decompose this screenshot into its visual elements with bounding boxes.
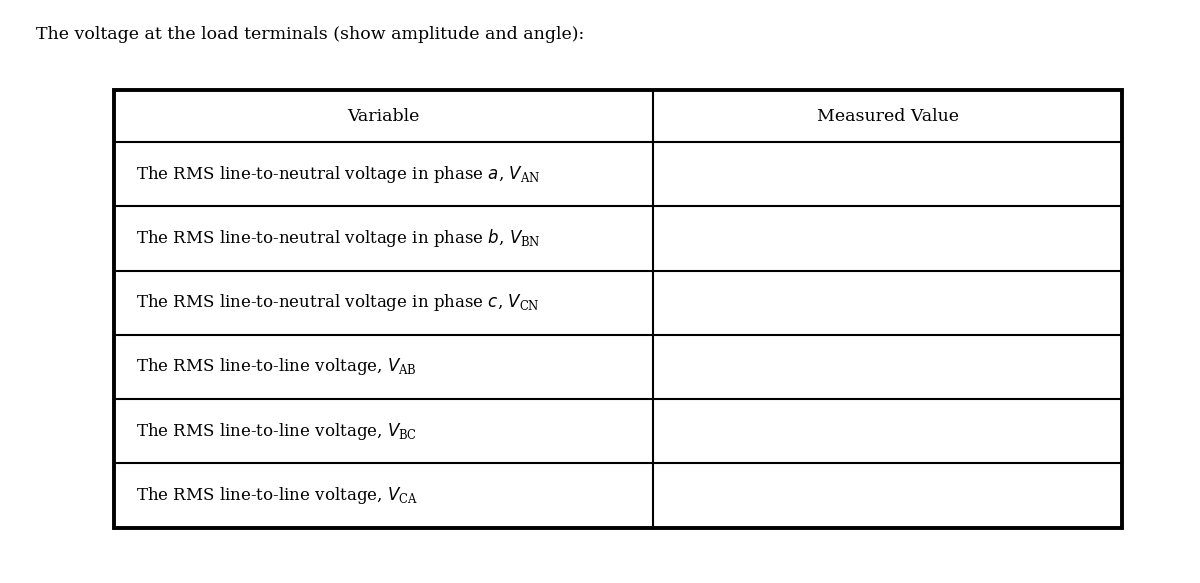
Text: The RMS line-to-line voltage, $V_{\mathregular{AB}}$: The RMS line-to-line voltage, $V_{\mathr…: [136, 356, 416, 377]
Text: The RMS line-to-line voltage, $V_{\mathregular{BC}}$: The RMS line-to-line voltage, $V_{\mathr…: [136, 421, 416, 442]
Text: Measured Value: Measured Value: [817, 108, 959, 125]
Text: The voltage at the load terminals (show amplitude and angle):: The voltage at the load terminals (show …: [36, 26, 584, 43]
Text: The RMS line-to-neutral voltage in phase $c$, $V_{\mathregular{CN}}$: The RMS line-to-neutral voltage in phase…: [136, 292, 539, 313]
Bar: [114, 90, 1122, 528]
Text: Variable: Variable: [348, 108, 420, 125]
Text: The RMS line-to-neutral voltage in phase $a$, $V_{\mathregular{AN}}$: The RMS line-to-neutral voltage in phase…: [136, 164, 540, 185]
Text: The RMS line-to-line voltage, $V_{\mathregular{CA}}$: The RMS line-to-line voltage, $V_{\mathr…: [136, 485, 418, 506]
Text: The RMS line-to-neutral voltage in phase $b$, $V_{\mathregular{BN}}$: The RMS line-to-neutral voltage in phase…: [136, 227, 540, 250]
